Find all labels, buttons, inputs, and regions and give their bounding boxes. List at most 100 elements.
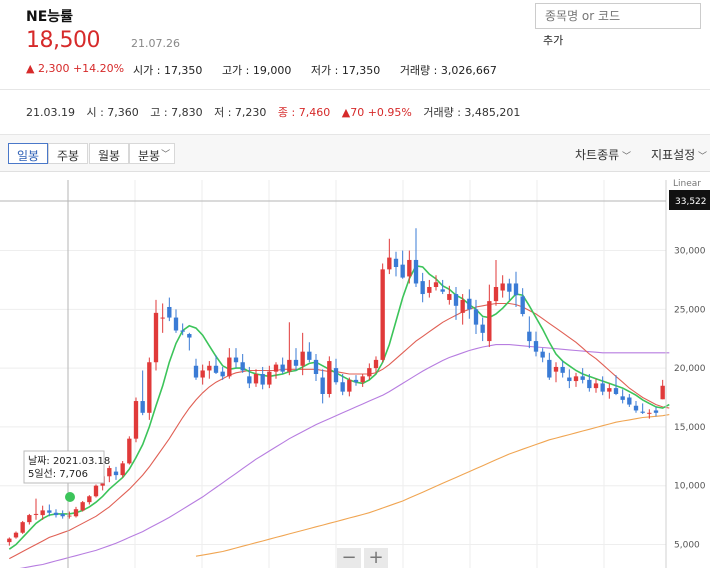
candle-body (27, 515, 32, 523)
divider (0, 89, 710, 90)
candle-body (313, 359, 319, 374)
candle-body (653, 410, 659, 413)
day-open: 시 : 7,360 (86, 106, 139, 119)
candle-body (127, 438, 132, 464)
chart-type-menu[interactable]: 차트종류 ﹀ (575, 146, 631, 163)
candle-body (7, 538, 12, 543)
y-tick-label: 15,000 (674, 423, 706, 433)
candle-body (233, 357, 239, 363)
candle-body (173, 317, 179, 331)
indicator-settings-menu[interactable]: 지표설정 ﹀ (651, 146, 707, 163)
candle-body (267, 371, 272, 385)
candle-body (33, 513, 39, 515)
candle-body (393, 258, 399, 268)
tab-minute[interactable]: 분봉 ﹀ (129, 143, 176, 164)
candle-body (500, 283, 505, 291)
zoom-out-button[interactable]: − (337, 548, 361, 568)
candle-body (487, 301, 492, 342)
candle-body (140, 401, 145, 413)
candle-body (620, 396, 625, 400)
candle-body (413, 259, 419, 284)
open-price: 시가 : 17,350 (133, 64, 203, 77)
indicator-settings-label: 지표설정 (651, 148, 696, 162)
candle-body (47, 510, 52, 513)
tab-monthly[interactable]: 월봉 (89, 143, 130, 164)
quote-stats: 시가 : 17,350 고가 : 19,000 저가 : 17,350 거래량 … (133, 62, 513, 78)
tab-weekly[interactable]: 주봉 (48, 143, 89, 164)
candle-body (367, 368, 372, 377)
candle-body (320, 377, 325, 394)
y-tick-label: 30,000 (674, 247, 706, 257)
candle-body (87, 496, 92, 503)
candle-body (307, 351, 312, 360)
candle-body (633, 405, 639, 411)
candle-body (580, 376, 585, 380)
current-price-tag (669, 190, 710, 210)
candle-body (567, 377, 572, 382)
candle-body (287, 359, 292, 372)
candle-body (167, 306, 172, 318)
candle-body (353, 379, 359, 383)
trade-volume: 거래량 : 3,026,667 (399, 64, 497, 77)
candle-body (380, 269, 385, 360)
candle-body (400, 264, 405, 278)
candle-body (333, 368, 339, 383)
candle-body (133, 401, 139, 439)
candle-body (200, 370, 205, 378)
candle-body (20, 522, 25, 533)
candle-body (420, 281, 425, 295)
candle-body (547, 359, 552, 378)
tooltip-marker (65, 492, 75, 502)
candle-body (660, 385, 665, 400)
ma120-line (195, 414, 670, 557)
candle-body (160, 317, 165, 319)
stock-name: NE능률 (26, 9, 74, 25)
add-button[interactable]: 추가 (543, 34, 564, 47)
candle-body (187, 334, 192, 338)
candle-body (213, 365, 219, 373)
candle-body (113, 471, 119, 476)
candle-body (480, 324, 485, 333)
high-price: 고가 : 19,000 (221, 64, 292, 77)
candle-body (300, 351, 305, 366)
candle-body (460, 299, 465, 313)
candle-body (227, 357, 232, 377)
price-axis: 30,000 25,000 20,000 15,000 10,000 5,000 (665, 180, 706, 568)
candle-body (513, 283, 519, 296)
price-chart[interactable]: 30,000 25,000 20,000 15,000 10,000 5,000 날짜: … (0, 172, 710, 568)
tooltip-date: 날짜: 2021.03.18 (28, 455, 110, 467)
low-price: 저가 : 17,350 (310, 64, 381, 77)
day-date: 21.03.19 (26, 106, 75, 119)
candle-body (387, 257, 392, 270)
candle-body (273, 364, 279, 372)
tab-daily[interactable]: 일봉 (8, 143, 49, 164)
candlesticks (7, 228, 665, 546)
candle-body (493, 286, 499, 302)
candle-body (573, 376, 579, 382)
candle-body (147, 362, 152, 413)
candle-body (40, 510, 45, 516)
ma20-line (9, 302, 670, 560)
stock-search-input[interactable] (535, 3, 701, 29)
candle-body (607, 388, 612, 392)
zoom-in-button[interactable]: + (364, 548, 388, 568)
candle-body (207, 365, 212, 371)
candle-body (13, 532, 19, 538)
candle-body (553, 366, 559, 372)
candle-body (280, 364, 285, 372)
chevron-down-icon: ﹀ (619, 152, 632, 162)
candle-body (560, 366, 565, 373)
scale-label: Linear (673, 179, 701, 189)
moving-average-lines (8, 264, 670, 568)
candle-body (327, 361, 332, 394)
current-price-tag-label: 33,522 (675, 197, 707, 207)
candle-body (60, 513, 65, 517)
candle-body (260, 374, 265, 385)
candle-body (540, 351, 545, 358)
y-tick-label: 20,000 (674, 364, 706, 374)
candle-body (93, 485, 99, 497)
day-info-bar: 21.03.19 시 : 7,360 고 : 7,830 저 : 7,230 종… (26, 104, 528, 120)
candle-body (67, 515, 72, 517)
candle-body (220, 371, 225, 377)
candle-body (600, 383, 605, 392)
